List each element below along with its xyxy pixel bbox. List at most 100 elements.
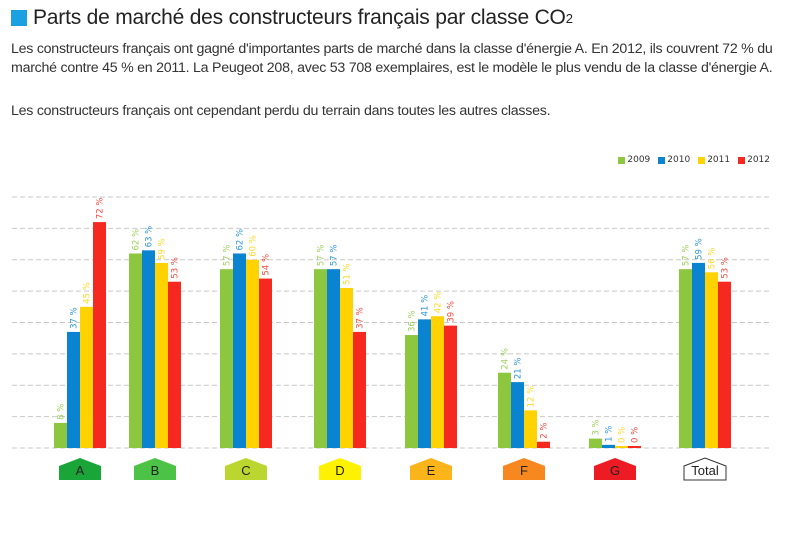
- bar-chart: 8 %37 %45 %72 %A62 % 63 %59 %53 %B57 %62 …: [12, 196, 770, 481]
- category-label: E: [427, 463, 436, 478]
- data-label: 62 %: [236, 229, 246, 251]
- data-label: 53 %: [171, 257, 181, 279]
- bar: [511, 382, 524, 448]
- bar: [418, 319, 431, 448]
- category-badge: [134, 458, 176, 480]
- bar: [129, 253, 142, 448]
- legend-swatch: [618, 156, 626, 164]
- data-label: 36 %: [408, 310, 418, 332]
- bar: [314, 269, 327, 448]
- bar: [142, 250, 155, 448]
- bar: [168, 281, 181, 448]
- data-label: 21 %: [514, 358, 524, 380]
- data-label: 39 %: [447, 301, 457, 323]
- legend-label: 2011: [707, 155, 731, 165]
- legend-item: 2010: [658, 155, 690, 165]
- data-label: 12 %: [527, 386, 537, 408]
- bar: [524, 410, 537, 448]
- category-badge: [410, 458, 452, 480]
- bar: [628, 446, 641, 448]
- data-label: 41 %: [421, 295, 431, 317]
- bar: [705, 272, 718, 448]
- data-label: 45 %: [83, 282, 93, 304]
- category-label: Total: [691, 463, 719, 478]
- data-label: 37 %: [70, 307, 80, 329]
- bar: [679, 269, 692, 448]
- data-label: 72 %: [96, 197, 106, 219]
- category-badge: [594, 458, 636, 480]
- legend-swatch: [658, 156, 666, 164]
- category-badge: [503, 458, 545, 480]
- data-label: 0 %: [618, 427, 628, 443]
- title-marker-icon: [11, 10, 27, 26]
- bar: [93, 222, 106, 448]
- bar: [602, 444, 615, 448]
- bar: [233, 253, 246, 448]
- legend-item: 2011: [698, 155, 730, 165]
- category-badge: [683, 457, 727, 481]
- bar: [405, 335, 418, 448]
- data-label: 51 %: [343, 263, 353, 285]
- bar: [444, 325, 457, 448]
- legend-swatch: [698, 156, 706, 164]
- title-subscript: 2: [565, 10, 573, 26]
- category-label: A: [76, 463, 85, 478]
- data-label: 60 %: [249, 235, 259, 257]
- bar: [54, 422, 67, 448]
- bar: [327, 269, 340, 448]
- chart-title: Parts de marché des constructeurs frança…: [11, 6, 573, 30]
- bar: [246, 259, 259, 448]
- legend-swatch: [738, 156, 746, 164]
- bar: [340, 287, 353, 448]
- bar: [589, 438, 602, 448]
- data-label: 59 %: [695, 238, 705, 260]
- category-label: B: [151, 463, 160, 478]
- category-badge: [225, 458, 267, 480]
- category-label: C: [241, 463, 250, 478]
- data-label: 8 %: [57, 404, 67, 420]
- data-label: 1 %: [605, 426, 615, 442]
- legend-label: 2009: [627, 155, 651, 165]
- bar: [537, 441, 550, 448]
- data-label: 57 %: [330, 245, 340, 267]
- data-label: 3 %: [592, 419, 602, 435]
- category-label: D: [335, 463, 344, 478]
- intro-paragraph: Les constructeurs français ont gagné d'i…: [11, 41, 773, 76]
- data-label: 37 %: [356, 307, 366, 329]
- category-label: F: [520, 463, 528, 478]
- data-label: 2 %: [540, 423, 550, 439]
- title-text: Parts de marché des constructeurs frança…: [33, 6, 566, 29]
- bar: [220, 269, 233, 448]
- category-badge: [59, 458, 101, 480]
- bar: [498, 372, 511, 448]
- bar: [431, 316, 444, 448]
- category-badge: [319, 458, 361, 480]
- bar: [67, 331, 80, 448]
- bar: [353, 331, 366, 448]
- legend-item: 2012: [738, 155, 770, 165]
- legend-label: 2010: [667, 155, 691, 165]
- data-label: 57 %: [682, 245, 692, 267]
- legend-label: 2012: [747, 155, 770, 165]
- bar: [80, 306, 93, 448]
- legend: 2009 2010 2011 2012: [618, 155, 770, 165]
- data-label: 57 %: [317, 245, 327, 267]
- bar: [259, 278, 272, 448]
- data-label: 0 %: [631, 427, 641, 443]
- data-label: 53 %: [721, 257, 731, 279]
- data-label: 59 %: [158, 238, 168, 260]
- data-label: 62 %: [132, 229, 142, 251]
- secondary-paragraph: Les constructeurs français ont cependant…: [11, 103, 551, 119]
- data-label: 24 %: [501, 348, 511, 370]
- data-label: 57 %: [223, 245, 233, 267]
- bar: [692, 262, 705, 448]
- bar: [155, 262, 168, 448]
- legend-item: 2009: [618, 155, 650, 165]
- data-label: 56 %: [708, 248, 718, 270]
- data-label: 63 %: [145, 226, 155, 248]
- category-label: G: [610, 463, 620, 478]
- bar: [615, 446, 628, 448]
- data-label: 54 %: [262, 254, 272, 276]
- bar: [718, 281, 731, 448]
- data-label: 42 %: [434, 292, 444, 314]
